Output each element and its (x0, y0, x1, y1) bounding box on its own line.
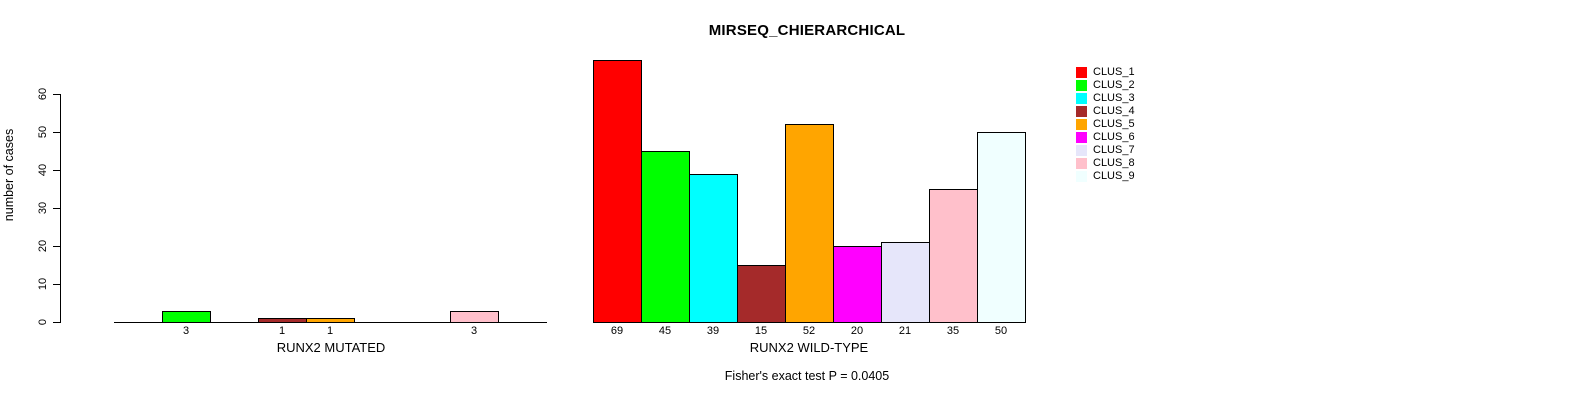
bar-clus_9 (977, 132, 1026, 323)
group-label-wildtype: RUNX2 WILD-TYPE (749, 340, 869, 355)
bar-value-label: 20 (850, 325, 864, 337)
legend-label: CLUS_5 (1093, 118, 1135, 130)
bar-clus_5 (785, 124, 834, 323)
y-axis-label: number of cases (2, 128, 16, 222)
legend-label: CLUS_3 (1093, 92, 1135, 104)
legend-label: CLUS_2 (1093, 79, 1135, 91)
y-tick-mark (53, 246, 61, 247)
bar-value-label: 52 (802, 325, 816, 337)
y-tick-mark (53, 170, 61, 171)
bar-value-label: 3 (470, 325, 478, 337)
bar-value-label: 50 (994, 325, 1008, 337)
bar-clus_8 (450, 311, 499, 323)
legend-label: CLUS_6 (1093, 131, 1135, 143)
legend-swatch (1076, 93, 1087, 104)
bar-value-label: 69 (610, 325, 624, 337)
bar-value-label: 15 (754, 325, 768, 337)
bar-clus_3 (689, 174, 738, 323)
bar-clus_7 (881, 242, 930, 323)
y-tick-label: 10 (37, 277, 49, 291)
group-label-mutated: RUNX2 MUTATED (276, 340, 386, 355)
bar-clus_8 (929, 189, 978, 323)
legend-swatch (1076, 80, 1087, 91)
y-tick-mark (53, 208, 61, 209)
legend-swatch (1076, 132, 1087, 143)
legend-swatch (1076, 171, 1087, 182)
bar-value-label: 45 (658, 325, 672, 337)
legend-swatch (1076, 67, 1087, 78)
bar-value-label: 3 (182, 325, 190, 337)
legend-swatch (1076, 106, 1087, 117)
legend-label: CLUS_4 (1093, 105, 1135, 117)
legend-label: CLUS_1 (1093, 66, 1135, 78)
bar-clus_2 (162, 311, 211, 323)
y-tick-label: 50 (37, 125, 49, 139)
bar-value-label: 1 (278, 325, 286, 337)
legend-label: CLUS_8 (1093, 157, 1135, 169)
chart-title: MIRSEQ_CHIERARCHICAL (708, 22, 906, 39)
legend-swatch (1076, 158, 1087, 169)
y-tick-label: 20 (37, 239, 49, 253)
bar-clus_5 (306, 318, 355, 323)
bar-value-label: 1 (326, 325, 334, 337)
y-tick-label: 60 (37, 87, 49, 101)
legend-swatch (1076, 119, 1087, 130)
y-tick-mark (53, 322, 61, 323)
y-tick-mark (53, 132, 61, 133)
y-tick-mark (53, 94, 61, 95)
legend-swatch (1076, 145, 1087, 156)
y-tick-label: 30 (37, 201, 49, 215)
bar-clus_1 (593, 60, 642, 323)
footnote: Fisher's exact test P = 0.0405 (724, 369, 890, 383)
legend-label: CLUS_9 (1093, 170, 1135, 182)
bar-value-label: 39 (706, 325, 720, 337)
bar-clus_4 (258, 318, 307, 323)
bar-value-label: 21 (898, 325, 912, 337)
y-tick-label: 0 (37, 318, 49, 326)
bar-clus_2 (641, 151, 690, 323)
y-tick-label: 40 (37, 163, 49, 177)
bar-clus_6 (833, 246, 882, 323)
legend-label: CLUS_7 (1093, 144, 1135, 156)
bar-clus_4 (737, 265, 786, 323)
y-tick-mark (53, 284, 61, 285)
bar-value-label: 35 (946, 325, 960, 337)
